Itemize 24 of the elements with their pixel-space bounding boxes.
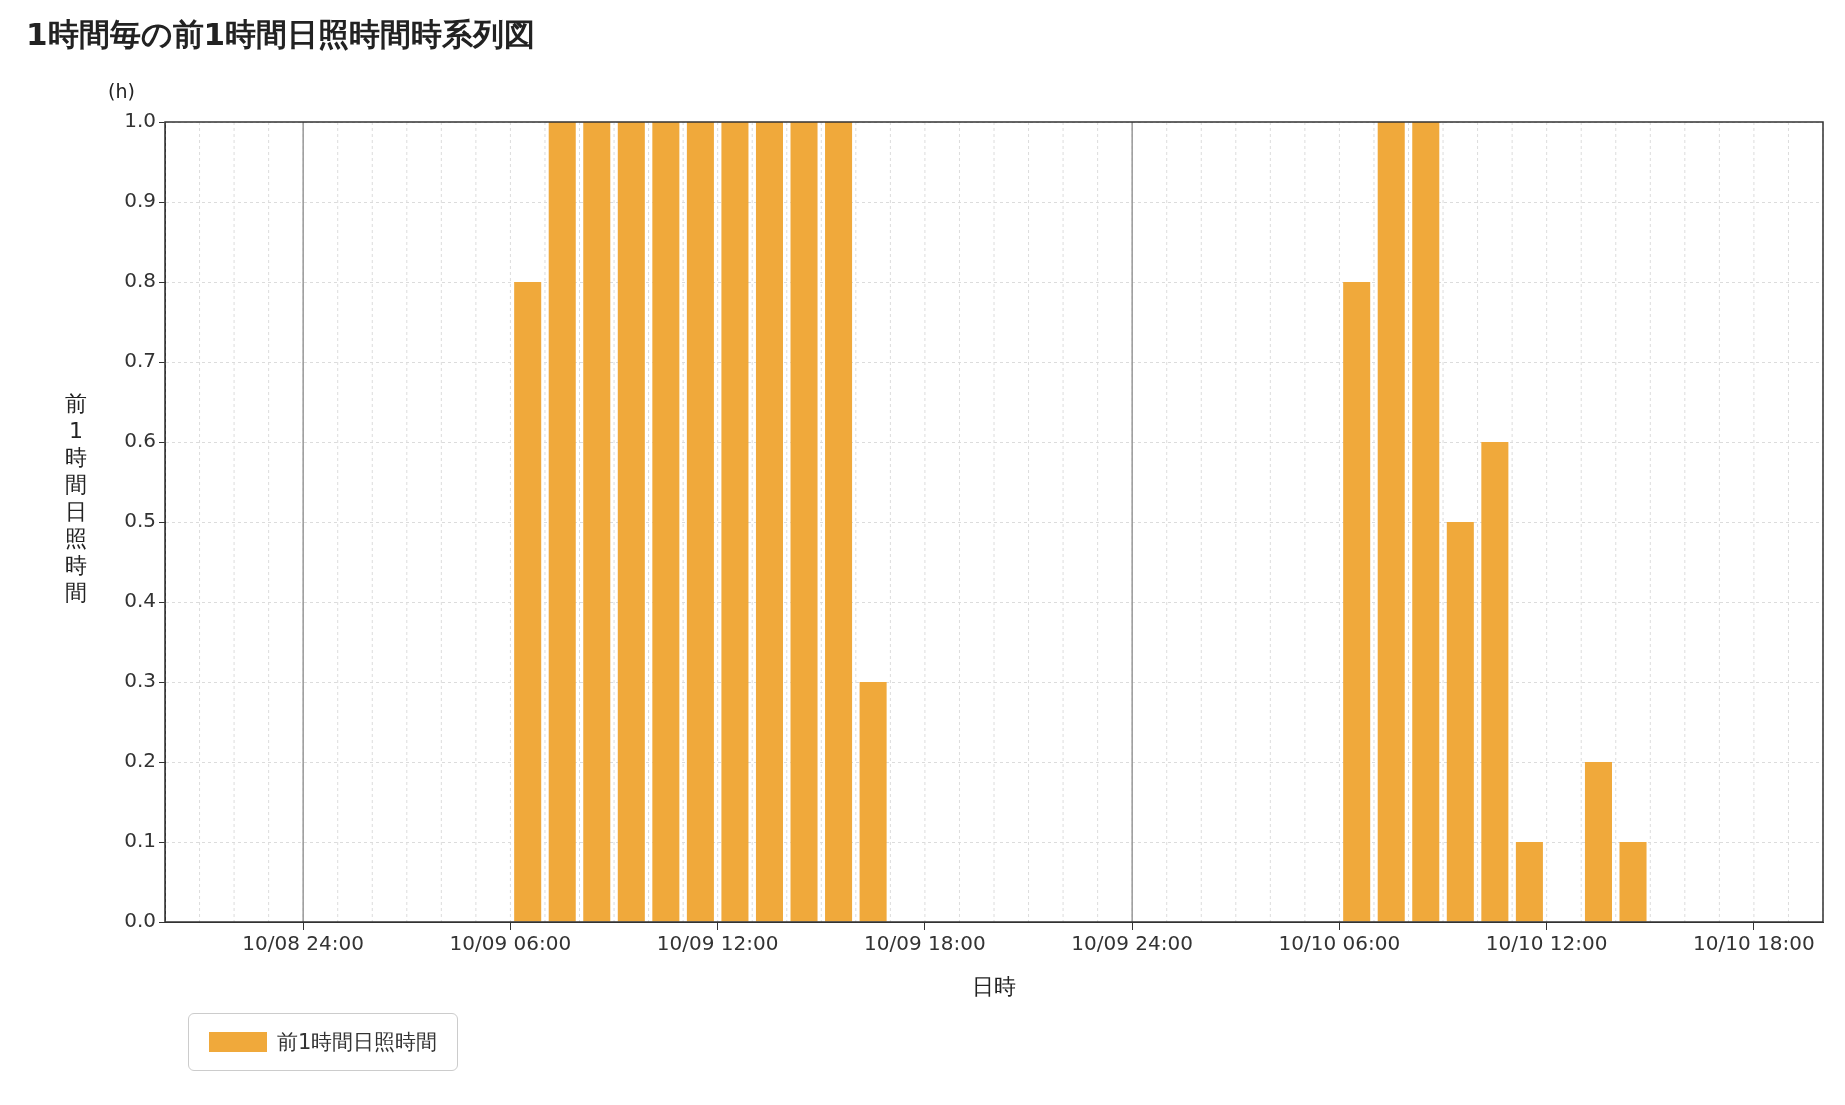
y-tick-label: 0.0 [124, 908, 156, 933]
x-tick-label: 10/08 24:00 [242, 931, 364, 956]
chart-title: 1時間毎の前1時間日照時間時系列図 [26, 15, 536, 54]
y-axis-title: 前1時間日照時間 [64, 390, 88, 606]
y-tick-label: 1.0 [124, 108, 156, 133]
legend-label: 前1時間日照時間 [277, 1029, 438, 1056]
x-axis-title: 日時 [972, 973, 1016, 999]
y-tick-label: 0.2 [124, 748, 156, 773]
y-tick-label: 0.6 [124, 428, 156, 453]
y-tick-label: 0.8 [124, 268, 156, 293]
x-tick-label: 10/09 24:00 [1071, 931, 1193, 956]
y-tick-label: 0.4 [124, 588, 156, 613]
x-tick-label: 10/10 12:00 [1485, 931, 1608, 956]
x-tick-label: 10/09 06:00 [449, 931, 572, 956]
y-tick-label: 0.7 [124, 348, 156, 373]
x-tick-label: 10/09 18:00 [864, 931, 986, 956]
x-tick-label: 10/10 06:00 [1278, 931, 1401, 956]
y-tick-label: 0.3 [124, 668, 156, 693]
text: (h) [108, 80, 135, 102]
x-tick-label: 10/09 12:00 [656, 931, 779, 956]
y-tick-label: 0.9 [124, 188, 156, 213]
x-tick-label: 10/10 18:00 [1693, 931, 1815, 956]
y-tick-label: 0.1 [124, 828, 156, 853]
y-tick-label: 0.5 [124, 508, 156, 533]
